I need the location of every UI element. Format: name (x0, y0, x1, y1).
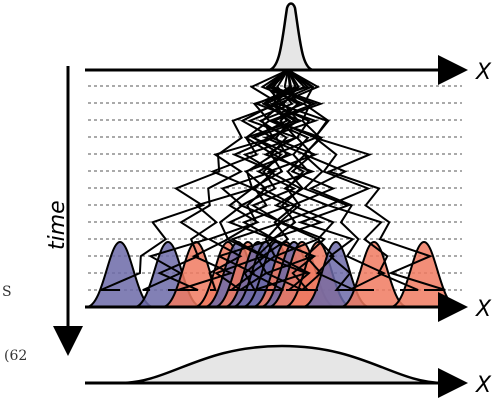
trajectory-line (269, 69, 355, 291)
trajectory-line (263, 69, 318, 291)
time-label: time (45, 200, 70, 250)
trajectory-line (270, 69, 355, 291)
top-gaussian (267, 2, 315, 72)
trajectory-line (206, 69, 298, 291)
middle-x-label: X (475, 297, 492, 322)
top-x-label: X (475, 60, 492, 85)
trajectory-line (142, 69, 289, 291)
bottom-gaussian (119, 344, 445, 385)
trajectory-line (287, 69, 446, 291)
red-gaussian (390, 240, 458, 308)
bottom-x-label: X (475, 373, 492, 398)
trajectory-line (266, 69, 331, 291)
trajectory-paths (100, 69, 446, 291)
margin-equation-number: (62 (4, 348, 27, 364)
margin-s: S (2, 284, 12, 300)
blue-gaussian (86, 240, 154, 308)
trajectory-line (275, 69, 419, 291)
trajectory-line (229, 69, 304, 291)
trajectory-line (216, 69, 300, 291)
